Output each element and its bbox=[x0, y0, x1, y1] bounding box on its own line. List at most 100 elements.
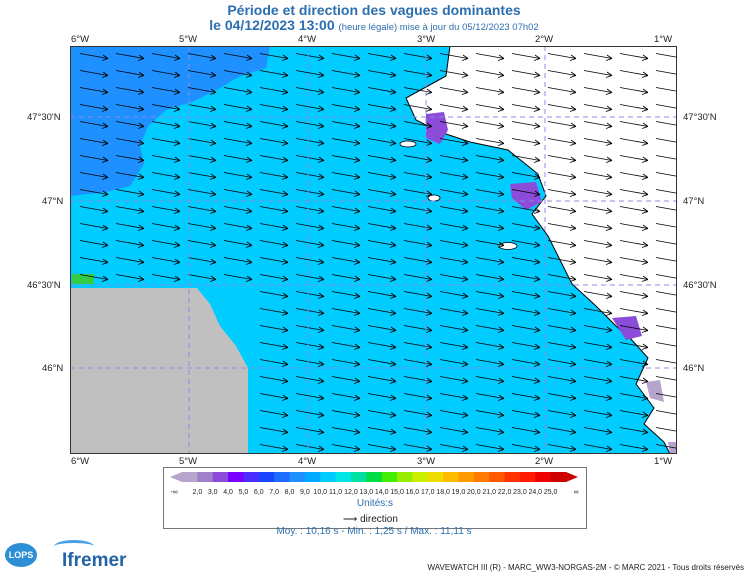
direction-arrow bbox=[403, 104, 433, 112]
legend-tick-label: 25,0 bbox=[544, 489, 558, 496]
direction-arrow bbox=[259, 393, 289, 401]
direction-arrow bbox=[511, 70, 541, 78]
direction-arrow bbox=[403, 359, 433, 367]
page-subtitle: le 04/12/2023 13:00 (heure légale) mise … bbox=[0, 17, 748, 33]
direction-arrow bbox=[547, 359, 577, 367]
direction-arrow bbox=[475, 189, 505, 197]
legend-swatch bbox=[320, 472, 337, 482]
direction-arrow bbox=[115, 138, 145, 146]
legend-tick-label: 5,0 bbox=[239, 489, 249, 496]
lon-label: 1°W bbox=[654, 34, 673, 45]
direction-arrow bbox=[367, 121, 397, 129]
legend-tick-label: 22,0 bbox=[498, 489, 512, 496]
direction-arrow bbox=[403, 155, 433, 163]
direction-arrow bbox=[295, 393, 325, 401]
direction-arrow bbox=[115, 70, 145, 78]
legend-swatch bbox=[350, 472, 367, 482]
direction-arrow bbox=[619, 376, 649, 384]
direction-arrow bbox=[583, 240, 613, 248]
direction-arrow bbox=[259, 240, 289, 248]
direction-arrow bbox=[259, 291, 289, 299]
direction-arrow bbox=[475, 240, 505, 248]
direction-arrow bbox=[439, 410, 469, 418]
lat-label: 46°30'N bbox=[683, 280, 717, 291]
direction-arrow bbox=[511, 359, 541, 367]
lon-label: 6°W bbox=[71, 34, 90, 45]
direction-arrow bbox=[619, 70, 649, 78]
direction-arrow bbox=[547, 155, 577, 163]
direction-arrow bbox=[619, 257, 649, 265]
ifremer-wave-icon bbox=[54, 540, 94, 553]
lat-label: 47°N bbox=[42, 196, 64, 207]
direction-arrow bbox=[151, 121, 181, 129]
direction-arrow bbox=[439, 87, 469, 95]
direction-arrow bbox=[115, 274, 145, 282]
direction-arrow bbox=[223, 223, 253, 231]
direction-arrow bbox=[619, 121, 649, 129]
lon-label: 5°W bbox=[179, 34, 198, 45]
direction-arrow bbox=[79, 70, 109, 78]
direction-arrow bbox=[475, 155, 505, 163]
lat-label: 47°N bbox=[683, 196, 705, 207]
direction-arrow bbox=[511, 291, 541, 299]
color-legend: -∞ 2,0 3,0 4,0 5,0 6,0 7,0 8,0 9,0 10,0 11,0 12,0 13… bbox=[163, 467, 587, 529]
direction-arrow bbox=[187, 257, 217, 265]
direction-arrow bbox=[547, 257, 577, 265]
direction-arrow bbox=[223, 121, 253, 129]
direction-arrow bbox=[115, 223, 145, 231]
direction-arrow bbox=[655, 376, 677, 381]
direction-arrow bbox=[295, 342, 325, 350]
direction-arrow bbox=[583, 376, 613, 384]
direction-arrow bbox=[403, 376, 433, 384]
direction-arrow bbox=[223, 155, 253, 163]
direction-arrow bbox=[583, 291, 613, 299]
direction-arrow bbox=[331, 308, 361, 316]
legend-swatch bbox=[458, 472, 475, 482]
direction-arrow bbox=[295, 240, 325, 248]
direction-arrow bbox=[223, 206, 253, 214]
wave-map bbox=[70, 46, 677, 454]
legend-tick-label: 13,0 bbox=[360, 489, 374, 496]
direction-arrow bbox=[547, 104, 577, 112]
direction-arrow bbox=[583, 359, 613, 367]
direction-arrow bbox=[619, 223, 649, 231]
legend-tick-label: 21,0 bbox=[482, 489, 496, 496]
direction-arrow bbox=[583, 104, 613, 112]
direction-arrow bbox=[511, 87, 541, 95]
direction-arrow bbox=[583, 87, 613, 95]
lon-label: 6°W bbox=[71, 456, 90, 467]
direction-arrow bbox=[259, 87, 289, 95]
subtitle-date: le 04/12/2023 13:00 bbox=[209, 17, 335, 33]
direction-arrow bbox=[475, 121, 505, 129]
direction-arrow bbox=[547, 70, 577, 78]
direction-arrow bbox=[439, 393, 469, 401]
direction-arrow bbox=[259, 325, 289, 333]
direction-arrow bbox=[331, 104, 361, 112]
direction-arrow bbox=[79, 240, 109, 248]
direction-arrow bbox=[619, 291, 649, 299]
direction-arrow bbox=[583, 172, 613, 180]
direction-arrow bbox=[115, 104, 145, 112]
legend-tick-label: 2,0 bbox=[192, 489, 202, 496]
direction-arrow bbox=[115, 189, 145, 197]
direction-arrow bbox=[547, 240, 577, 248]
legend-tick-label: 7,0 bbox=[269, 489, 279, 496]
lon-label: 5°W bbox=[179, 456, 198, 467]
direction-arrow bbox=[511, 393, 541, 401]
direction-arrow bbox=[547, 376, 577, 384]
legend-tick-label: 10,0 bbox=[313, 489, 327, 496]
direction-arrow bbox=[367, 223, 397, 231]
direction-arrow bbox=[295, 70, 325, 78]
direction-arrow bbox=[475, 172, 505, 180]
direction-arrow bbox=[655, 70, 677, 75]
direction-arrow bbox=[295, 87, 325, 95]
legend-swatch bbox=[228, 472, 244, 482]
direction-arrow bbox=[475, 291, 505, 299]
direction-arrow bbox=[367, 325, 397, 333]
direction-arrow bbox=[475, 104, 505, 112]
direction-arrow bbox=[367, 70, 397, 78]
purple-patch bbox=[510, 182, 542, 210]
legend-swatch bbox=[473, 472, 490, 482]
direction-arrow bbox=[547, 138, 577, 146]
direction-arrow bbox=[295, 376, 325, 384]
